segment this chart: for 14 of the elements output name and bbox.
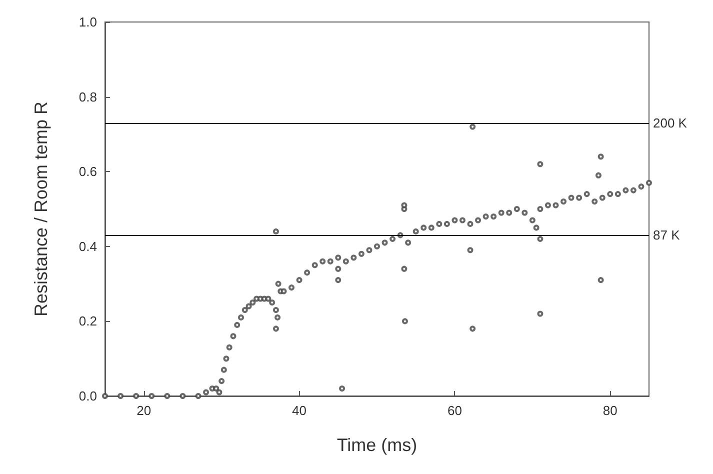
y-tick-label: 1.0 bbox=[78, 14, 97, 30]
x-tick-label: 80 bbox=[602, 403, 618, 418]
y-tick-label: 0.2 bbox=[78, 314, 97, 329]
y-axis-title: Resistance / Room temp R bbox=[31, 101, 51, 317]
ref-line-label: 87 K bbox=[653, 228, 680, 243]
x-tick-label: 60 bbox=[447, 403, 462, 418]
y-tick-label: 0.6 bbox=[78, 164, 97, 180]
ref-line-label: 200 K bbox=[653, 115, 688, 130]
x-axis-title: Time (ms) bbox=[336, 435, 418, 455]
x-tick-label: 20 bbox=[136, 403, 152, 418]
x-tick-label: 40 bbox=[292, 403, 307, 418]
y-tick-label: 0.8 bbox=[78, 89, 97, 104]
y-tick-label: 0.4 bbox=[78, 238, 97, 254]
y-tick-label: 0.0 bbox=[78, 388, 97, 404]
